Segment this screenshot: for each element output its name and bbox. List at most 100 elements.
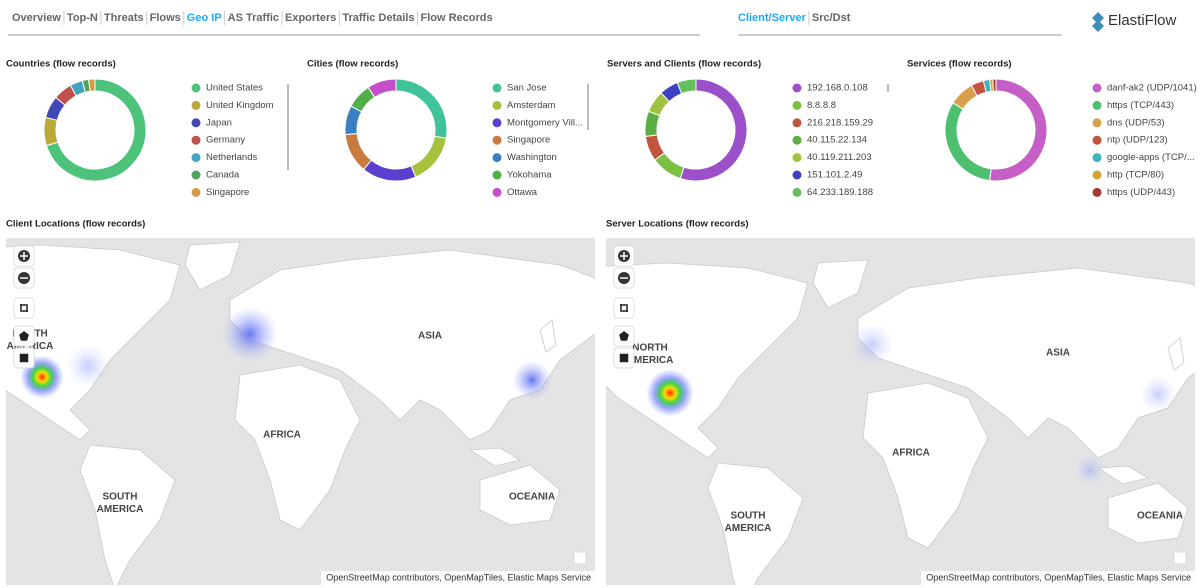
nav-tabs: Overview Top-N Threats Flows Geo IP AS Traffi… [12, 11, 851, 25]
donut-slice [362, 159, 417, 182]
legend-label[interactable]: United States [206, 83, 263, 94]
map-corner-box [1173, 551, 1187, 565]
nav-tab[interactable]: Overview [12, 12, 61, 24]
nav-tab[interactable]: Threats [104, 12, 144, 24]
map-title: Client Locations (flow records) [6, 219, 145, 230]
legend-label[interactable]: Singapore [206, 187, 249, 198]
legend-swatch [191, 187, 201, 197]
legend-label[interactable]: 151.101.2.49 [807, 170, 862, 181]
legend: United States United Kingdom Japan Germany N… [191, 83, 274, 198]
legend-swatch [1092, 83, 1102, 93]
map-control[interactable] [613, 297, 635, 319]
donut-slice [989, 78, 1048, 182]
nav-tab[interactable]: AS Traffic [228, 12, 279, 24]
legend-swatch [792, 153, 802, 163]
legend-label[interactable]: ntp (UDP/123) [1107, 135, 1168, 146]
map-control[interactable] [13, 325, 35, 347]
logo-text: ElastiFlow [1108, 12, 1177, 29]
legend-swatch [1092, 100, 1102, 110]
map-control[interactable] [13, 267, 35, 289]
map-title: Server Locations (flow records) [606, 219, 749, 230]
legend-label[interactable]: Ottawa [507, 187, 538, 198]
legend-label[interactable]: Germany [206, 135, 245, 146]
control-icon [19, 331, 29, 341]
legend-label[interactable]: 216.218.159.29 [807, 117, 873, 128]
legend-label[interactable]: Canada [206, 170, 240, 181]
legend-swatch [792, 187, 802, 197]
legend-swatch [792, 170, 802, 180]
nav-tab[interactable]: Top-N [67, 12, 98, 24]
map-label: NORTH [632, 343, 668, 354]
control-icon [620, 252, 628, 260]
map-control[interactable] [613, 267, 635, 289]
map: NORTHAMERICAASIAAFRICASOUTHAMERICAOCEANI… [6, 238, 595, 585]
legend-label[interactable]: Netherlands [206, 152, 257, 163]
donut-slice [43, 116, 59, 147]
map-control[interactable] [13, 347, 35, 369]
control-icon [619, 353, 629, 363]
legend-swatch [792, 83, 802, 93]
nav-tab[interactable]: Traffic Details [342, 12, 414, 24]
map-label: SOUTH [103, 492, 138, 503]
control-button [13, 297, 35, 319]
map-corner-box [573, 551, 587, 565]
view-tab[interactable]: Src/Dst [812, 12, 851, 24]
legend-swatch [492, 83, 502, 93]
logo: ElastiFlow [1092, 12, 1177, 32]
control-icon [620, 304, 628, 312]
legend-swatch [1092, 118, 1102, 128]
legend-swatch [1092, 187, 1102, 197]
heat-spot [222, 306, 278, 362]
map-control[interactable] [613, 347, 635, 369]
donut-slice [676, 78, 697, 95]
legend-label[interactable]: danf-ak2 (UDP/1041) [1107, 83, 1197, 94]
legend-label[interactable]: google-apps (TCP/... [1107, 152, 1195, 163]
dividers [287, 84, 889, 170]
map-control[interactable] [613, 245, 635, 267]
map-control[interactable] [613, 325, 635, 347]
nav-tab[interactable]: Exporters [285, 12, 336, 24]
legend-label[interactable]: https (UDP/443) [1107, 187, 1175, 198]
nav-tab[interactable]: Flows [150, 12, 181, 24]
legend-label[interactable]: 40.119.211.203 [807, 152, 872, 163]
legend-swatch [792, 100, 802, 110]
map-label: AMERICA [7, 341, 54, 352]
map: NORTHAMERICAASIAAFRICASOUTHAMERICAOCEANI… [606, 238, 1195, 585]
legend-label[interactable]: Japan [206, 117, 232, 128]
legend-label[interactable]: Singapore [507, 135, 550, 146]
legend-swatch [191, 153, 201, 163]
legend: San Jose Amsterdam Montgomery Vill... Singa… [492, 83, 583, 198]
legend-label[interactable]: 64.233.189.188 [807, 187, 873, 198]
legend-label[interactable]: 40.115.22.134 [807, 135, 867, 146]
panel-title: Countries (flow records) [6, 59, 116, 70]
map-label: OCEANIA [1137, 511, 1183, 522]
legend-swatch [492, 153, 502, 163]
legend-label[interactable]: San Jose [507, 83, 547, 94]
legend: 192.168.0.108 8.8.8.8 216.218.159.29 40.115… [792, 83, 873, 198]
legend-label[interactable]: https (TCP/443) [1107, 100, 1174, 111]
control-icon [20, 252, 28, 260]
legend-label[interactable]: 8.8.8.8 [807, 100, 836, 111]
attribution-bg [921, 571, 1195, 585]
legend-swatch [792, 118, 802, 128]
map-control[interactable] [13, 245, 35, 267]
map-label: AMERICA [627, 355, 674, 366]
nav-tab[interactable]: Geo IP [187, 12, 222, 24]
legend-label[interactable]: United Kingdom [206, 100, 274, 111]
legend-label[interactable]: Montgomery Vill... [507, 117, 583, 128]
legend-label[interactable]: http (TCP/80) [1107, 170, 1164, 181]
legend-label[interactable]: Amsterdam [507, 100, 556, 111]
view-tab[interactable]: Client/Server [738, 12, 807, 24]
control-icon [619, 331, 629, 341]
donut-slice [367, 78, 397, 99]
legend-swatch [191, 118, 201, 128]
legend-label[interactable]: Washington [507, 152, 557, 163]
donut-slice [944, 101, 992, 182]
donut-panels: Countries (flow records)United StatesUni… [6, 59, 1197, 198]
map-control[interactable] [13, 297, 35, 319]
map-label: ASIA [418, 331, 442, 342]
legend-label[interactable]: 192.168.0.108 [807, 83, 868, 94]
legend-label[interactable]: Yokohama [507, 170, 552, 181]
nav-tab[interactable]: Flow Records [421, 12, 493, 24]
legend-label[interactable]: dns (UDP/53) [1107, 117, 1165, 128]
